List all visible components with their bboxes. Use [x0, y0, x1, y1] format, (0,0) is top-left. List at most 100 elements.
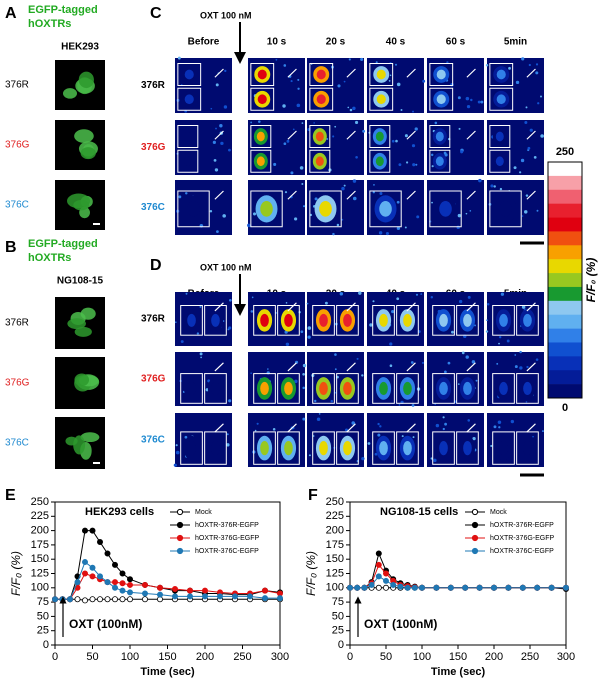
- pointer-arrow: [346, 362, 356, 372]
- speck: [498, 426, 501, 429]
- speck: [377, 433, 381, 437]
- speck: [458, 127, 461, 130]
- inset-box: [250, 149, 272, 173]
- speck: [283, 64, 287, 67]
- data-point: [433, 584, 440, 591]
- pointer-arrow: [466, 190, 476, 200]
- legend-label: Mock: [490, 509, 507, 516]
- inset-box: [429, 149, 451, 173]
- speck: [254, 429, 257, 432]
- cell-core: [343, 440, 352, 456]
- inset-box: [456, 373, 479, 404]
- inset-box: [492, 305, 515, 336]
- speck: [361, 456, 365, 461]
- speck: [334, 353, 337, 356]
- pointer-arrow: [526, 190, 536, 200]
- speck: [226, 443, 230, 447]
- y-tick-label: 150: [31, 553, 49, 565]
- speck: [395, 139, 398, 143]
- speck: [444, 370, 447, 374]
- inset-box: [372, 431, 395, 465]
- speck: [351, 421, 355, 425]
- cell-core: [211, 440, 220, 456]
- speck: [379, 425, 382, 428]
- data-point: [354, 584, 361, 591]
- speck: [514, 365, 518, 369]
- speck: [379, 191, 383, 196]
- inset-box: [369, 149, 391, 173]
- row-label: 376R: [141, 314, 166, 325]
- speck: [414, 127, 418, 131]
- pointer-arrow: [406, 130, 416, 140]
- speck: [332, 232, 335, 236]
- speck: [212, 140, 216, 144]
- colorbar-step: [548, 259, 582, 274]
- speck: [209, 209, 213, 213]
- speck: [332, 135, 335, 138]
- speck: [334, 368, 337, 371]
- speck: [337, 84, 341, 88]
- speck: [434, 121, 438, 125]
- cell-core: [284, 440, 293, 456]
- x-tick-label: 100: [413, 651, 431, 663]
- speck: [471, 360, 476, 364]
- data-point: [104, 579, 111, 586]
- inset-box: [177, 87, 202, 111]
- data-point: [156, 584, 163, 591]
- cell-core: [260, 381, 269, 395]
- cell-core: [439, 201, 452, 217]
- speck: [302, 205, 306, 208]
- speck: [354, 120, 359, 125]
- speck: [297, 87, 300, 90]
- inset-box: [369, 63, 394, 86]
- speck: [394, 63, 398, 66]
- speck: [533, 156, 537, 159]
- x-tick-label: 150: [449, 651, 467, 663]
- pseudocolor-image: [307, 352, 364, 406]
- speck: [222, 320, 225, 322]
- annotation: OXT (100nM): [69, 617, 142, 631]
- cell-core: [260, 313, 269, 327]
- inset-box: [432, 431, 455, 465]
- pointer-arrow: [406, 302, 416, 312]
- inset-box: [336, 373, 359, 404]
- speck: [313, 122, 315, 124]
- speck: [341, 218, 344, 221]
- speck: [184, 435, 188, 439]
- speck: [336, 223, 340, 227]
- panel-label: C: [150, 5, 162, 22]
- inset-box: [516, 305, 539, 336]
- cell-core: [499, 381, 508, 395]
- speck: [450, 83, 454, 87]
- speck: [404, 226, 407, 229]
- speck: [307, 326, 312, 330]
- speck: [372, 191, 375, 194]
- inset-box: [250, 63, 275, 86]
- speck: [251, 296, 254, 299]
- data-point: [74, 579, 81, 586]
- speck: [373, 184, 375, 186]
- x-tick-label: 300: [271, 651, 289, 663]
- inset-box: [177, 190, 210, 228]
- y-tick-label: 250: [326, 496, 344, 508]
- colorbar-step: [548, 189, 582, 204]
- speck: [375, 61, 378, 64]
- speck: [535, 63, 539, 66]
- pointer-arrow: [406, 423, 416, 433]
- speck: [478, 178, 482, 183]
- legend-marker: [471, 547, 479, 555]
- speck: [250, 310, 254, 313]
- cell-core: [463, 313, 472, 327]
- speck: [519, 366, 523, 370]
- speck: [256, 422, 259, 425]
- speck: [415, 163, 418, 166]
- speck: [369, 323, 373, 327]
- speck: [178, 195, 182, 199]
- pseudocolor-image: [307, 413, 364, 467]
- speck: [535, 71, 539, 75]
- speck: [485, 64, 489, 67]
- row-label: 376G: [141, 374, 166, 385]
- speck: [267, 368, 269, 370]
- colorbar-step: [548, 273, 582, 288]
- inset-box: [396, 305, 419, 336]
